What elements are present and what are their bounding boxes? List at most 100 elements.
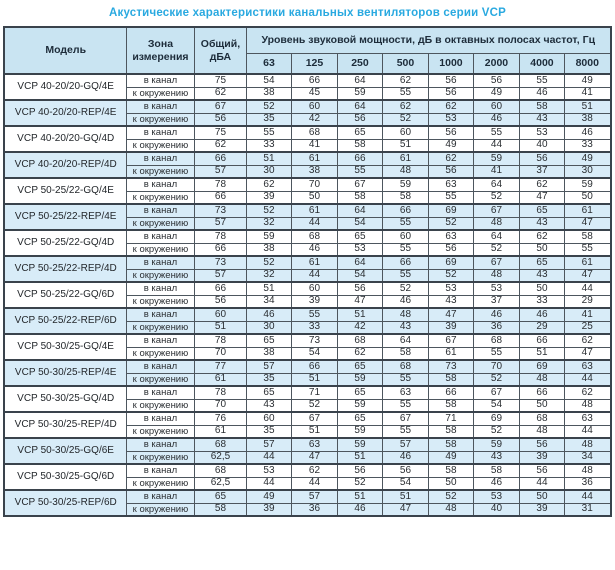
band-level-cell: 33 bbox=[563, 138, 612, 153]
band-level-cell: 64 bbox=[472, 229, 520, 244]
band-level-cell: 61 bbox=[290, 203, 338, 218]
band-level-cell: 65 bbox=[336, 411, 383, 426]
band-level-cell: 55 bbox=[518, 73, 565, 88]
table-row: к окружению 57 30 38 55 48 56 41 37 30 bbox=[4, 164, 612, 179]
band-level-cell: 66 bbox=[518, 385, 565, 400]
band-level-cell: 46 bbox=[472, 112, 520, 127]
zone-cell: в канал bbox=[125, 307, 195, 322]
band-level-cell: 55 bbox=[563, 242, 612, 257]
table-row: VCP 50-30/25-REP/4D в канал 76 60 67 65 67 71 69… bbox=[3, 411, 612, 439]
band-level-cell: 47 bbox=[336, 294, 383, 309]
model-name-cell: VCP 50-30/25-GQ/4E bbox=[3, 333, 127, 361]
band-level-cell: 48 bbox=[563, 398, 612, 413]
band-level-cell: 42 bbox=[336, 320, 383, 335]
zone-cell: в канал bbox=[125, 177, 195, 192]
band-level-cell: 67 bbox=[472, 255, 520, 270]
band-level-cell: 42 bbox=[290, 112, 338, 127]
band-level-cell: 52 bbox=[336, 476, 383, 491]
model-name-cell: VCP 50-25/22-GQ/4D bbox=[3, 229, 127, 257]
band-level-cell: 44 bbox=[290, 476, 338, 491]
total-db-cell: 75 bbox=[193, 73, 247, 88]
band-level-cell: 51 bbox=[290, 372, 338, 387]
table-row: VCP 50-30/25-GQ/6D в канал 68 53 62 56 56 58 58 5… bbox=[3, 463, 612, 491]
band-level-cell: 58 bbox=[427, 372, 474, 387]
band-level-cell: 49 bbox=[472, 86, 520, 101]
band-level-cell: 51 bbox=[381, 138, 429, 153]
zone-cell: в канал bbox=[125, 463, 195, 478]
column-header-freq-4000: 4000 bbox=[518, 52, 565, 75]
band-level-cell: 31 bbox=[563, 502, 612, 517]
model-name-cell: VCP 40-20/20-GQ/4D bbox=[3, 125, 127, 153]
model-name-cell: VCP 40-20/20-GQ/4E bbox=[3, 73, 127, 101]
band-level-cell: 66 bbox=[290, 359, 338, 374]
band-level-cell: 73 bbox=[290, 333, 338, 348]
total-db-cell: 68 bbox=[193, 463, 247, 478]
total-db-cell: 78 bbox=[193, 229, 247, 244]
band-level-cell: 66 bbox=[336, 151, 383, 166]
band-level-cell: 62 bbox=[563, 385, 612, 400]
band-level-cell: 41 bbox=[472, 164, 520, 179]
total-db-cell: 66 bbox=[193, 281, 247, 296]
band-level-cell: 52 bbox=[381, 112, 429, 127]
band-level-cell: 35 bbox=[245, 424, 292, 439]
band-level-cell: 47 bbox=[563, 346, 612, 361]
band-level-cell: 62 bbox=[290, 463, 338, 478]
model-name-cell: VCP 50-25/22-GQ/4E bbox=[3, 177, 127, 205]
zone-cell: к окружению bbox=[125, 190, 195, 205]
table-row: VCP 40-20/20-GQ/4D в канал 75 55 68 65 60 56 55 5… bbox=[3, 125, 612, 153]
table-row: к окружению 51 30 33 42 43 39 36 29 25 bbox=[4, 320, 612, 335]
band-level-cell: 40 bbox=[518, 138, 565, 153]
band-level-cell: 49 bbox=[563, 151, 612, 166]
zone-cell: к окружению bbox=[125, 112, 195, 127]
table-row: к окружению 62,5 44 44 52 54 50 46 44 36 bbox=[4, 476, 612, 491]
band-level-cell: 64 bbox=[336, 203, 383, 218]
band-level-cell: 58 bbox=[427, 424, 474, 439]
band-level-cell: 46 bbox=[472, 307, 520, 322]
band-level-cell: 56 bbox=[427, 125, 474, 140]
column-header-freq-63: 63 bbox=[245, 52, 292, 75]
table-row: VCP 40-20/20-REP/4D в канал 66 51 61 66 61 62 59… bbox=[3, 151, 612, 179]
band-level-cell: 63 bbox=[290, 437, 338, 452]
zone-cell: к окружению bbox=[125, 346, 195, 361]
band-level-cell: 33 bbox=[290, 320, 338, 335]
band-level-cell: 55 bbox=[427, 190, 474, 205]
band-level-cell: 67 bbox=[290, 411, 338, 426]
zone-cell: в канал bbox=[125, 73, 195, 88]
band-level-cell: 58 bbox=[427, 398, 474, 413]
band-level-cell: 54 bbox=[381, 476, 429, 491]
zone-cell: в канал bbox=[125, 437, 195, 452]
band-level-cell: 67 bbox=[472, 385, 520, 400]
band-level-cell: 49 bbox=[245, 489, 292, 504]
total-db-cell: 66 bbox=[193, 151, 247, 166]
band-level-cell: 37 bbox=[518, 164, 565, 179]
band-level-cell: 55 bbox=[381, 424, 429, 439]
band-level-cell: 59 bbox=[563, 177, 612, 192]
model-name-cell: VCP 40-20/20-REP/4E bbox=[3, 99, 127, 127]
band-level-cell: 73 bbox=[427, 359, 474, 374]
band-level-cell: 48 bbox=[563, 463, 612, 478]
band-level-cell: 63 bbox=[381, 385, 429, 400]
band-level-cell: 61 bbox=[563, 255, 612, 270]
band-level-cell: 57 bbox=[245, 359, 292, 374]
band-level-cell: 53 bbox=[472, 281, 520, 296]
band-level-cell: 61 bbox=[427, 346, 474, 361]
band-level-cell: 69 bbox=[472, 411, 520, 426]
band-level-cell: 64 bbox=[336, 99, 383, 114]
band-level-cell: 62 bbox=[381, 73, 429, 88]
table-row: VCP 40-20/20-GQ/4E в канал 75 54 66 64 62 56 56 5… bbox=[3, 73, 612, 101]
table-row: к окружению 58 39 36 46 47 48 40 39 31 bbox=[4, 502, 612, 517]
band-level-cell: 47 bbox=[381, 502, 429, 517]
band-level-cell: 58 bbox=[381, 346, 429, 361]
band-level-cell: 53 bbox=[427, 281, 474, 296]
model-name-cell: VCP 50-30/25-GQ/6E bbox=[3, 437, 127, 465]
band-level-cell: 56 bbox=[518, 151, 565, 166]
band-level-cell: 47 bbox=[427, 307, 474, 322]
table-row: VCP 50-25/22-GQ/6D в канал 66 51 60 56 52 53 53 5… bbox=[3, 281, 612, 309]
band-level-cell: 38 bbox=[290, 164, 338, 179]
band-level-cell: 44 bbox=[290, 268, 338, 283]
band-level-cell: 69 bbox=[518, 359, 565, 374]
zone-cell: к окружению bbox=[125, 268, 195, 283]
band-level-cell: 65 bbox=[518, 203, 565, 218]
zone-cell: к окружению bbox=[125, 86, 195, 101]
band-level-cell: 48 bbox=[381, 164, 429, 179]
